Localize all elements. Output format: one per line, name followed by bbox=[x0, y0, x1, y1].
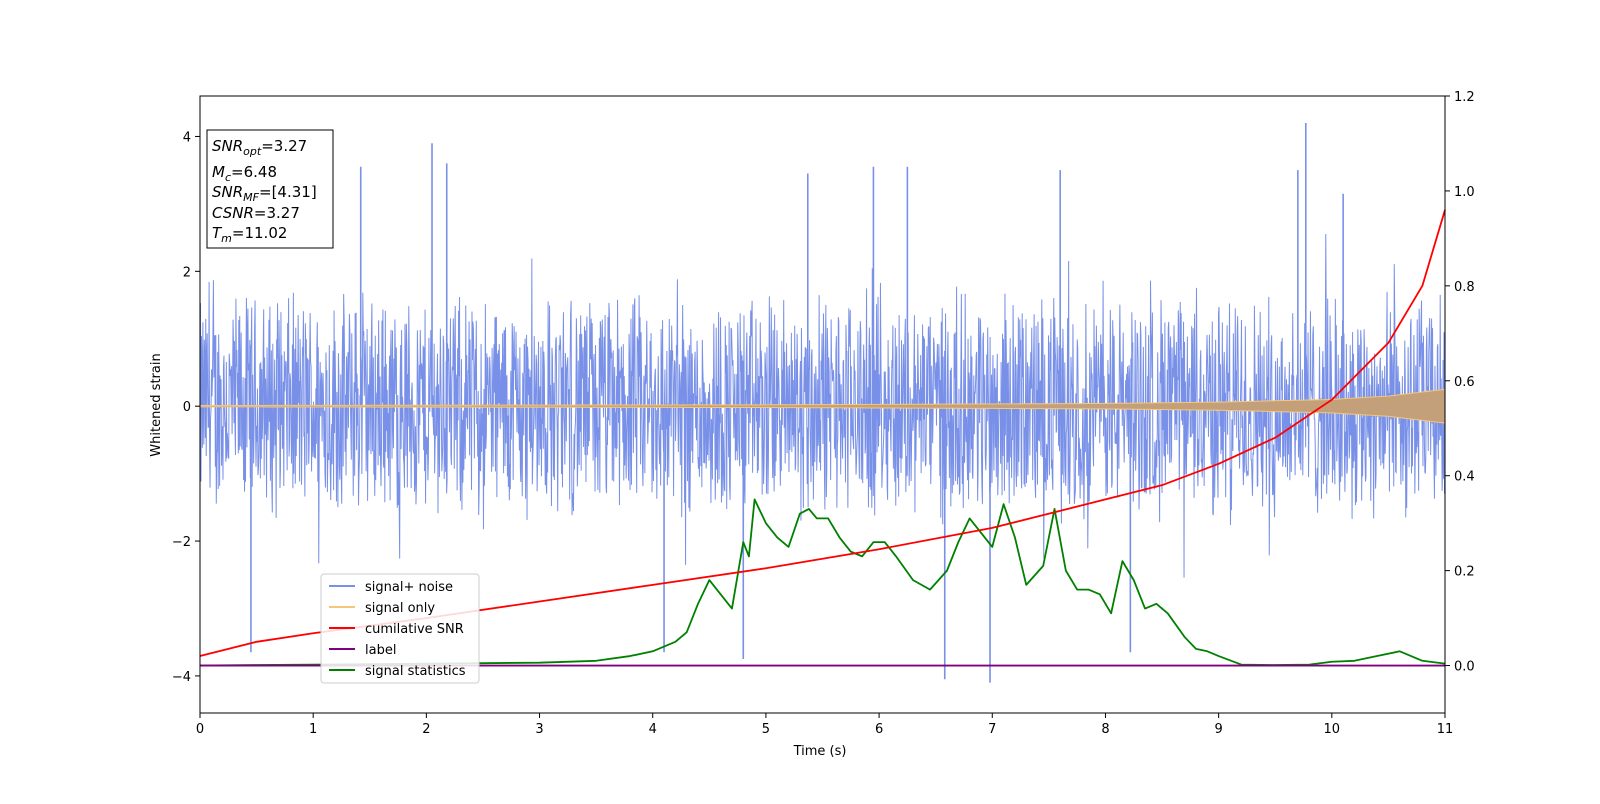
legend-label: signal+ noise bbox=[365, 580, 453, 595]
y-ticks: −4 −2 0 2 4 bbox=[172, 130, 200, 685]
x-tick-label: 7 bbox=[988, 722, 996, 737]
legend-label: signal statistics bbox=[365, 664, 466, 679]
series-signal-statistics bbox=[199, 498, 1446, 667]
y-tick-label: 4 bbox=[183, 130, 191, 145]
info-box-frame bbox=[206, 129, 334, 249]
legend-label: signal only bbox=[365, 601, 435, 616]
y2-tick-label: 0.4 bbox=[1454, 470, 1475, 485]
x-ticks: 0 1 2 3 4 5 6 7 8 9 10 11 bbox=[196, 713, 1453, 737]
y-tick-label: −2 bbox=[172, 535, 191, 550]
x-tick-label: 6 bbox=[875, 722, 883, 737]
x-tick-label: 10 bbox=[1324, 722, 1341, 737]
legend-label: label bbox=[365, 643, 396, 658]
signal-noise-layer bbox=[199, 122, 1446, 683]
legend-label: cumilative SNR bbox=[365, 622, 464, 637]
info-snr-mf: SNRMF=[4.31] bbox=[212, 183, 317, 204]
y2-tick-label: 1.2 bbox=[1454, 90, 1475, 105]
plot-frame bbox=[199, 95, 1446, 714]
x-tick-label: 9 bbox=[1214, 722, 1222, 737]
y2-tick-label: 1.0 bbox=[1454, 185, 1475, 200]
y2-tick-label: 0.8 bbox=[1454, 280, 1475, 295]
y2-tick-label: 0.2 bbox=[1454, 565, 1475, 580]
y2-tick-label: 0.6 bbox=[1454, 375, 1475, 390]
y-tick-label: 2 bbox=[183, 265, 191, 280]
y-axis-title: Whitened strain bbox=[149, 353, 164, 456]
info-box: SNRopt=3.27 Mc=6.48 SNRMF=[4.31] CSNR=3.… bbox=[206, 129, 334, 249]
y-tick-label: 0 bbox=[183, 400, 191, 415]
x-tick-label: 4 bbox=[649, 722, 657, 737]
x-tick-label: 11 bbox=[1437, 722, 1454, 737]
x-tick-label: 8 bbox=[1101, 722, 1109, 737]
info-snr-opt: SNRopt=3.27 bbox=[212, 137, 307, 158]
x-tick-label: 0 bbox=[196, 722, 204, 737]
y2-ticks: 0.0 0.2 0.4 0.6 0.8 1.0 1.2 bbox=[1445, 90, 1475, 675]
legend-frame bbox=[320, 573, 480, 684]
info-tm: Tm=11.02 bbox=[212, 224, 287, 245]
info-csnr: CSNR=3.27 bbox=[212, 204, 300, 222]
x-axis-title: Time (s) bbox=[793, 744, 847, 759]
x-tick-label: 2 bbox=[422, 722, 430, 737]
x-tick-label: 3 bbox=[535, 722, 543, 737]
info-mc: Mc=6.48 bbox=[212, 163, 277, 184]
x-tick-label: 5 bbox=[762, 722, 770, 737]
y-tick-label: −4 bbox=[172, 670, 191, 685]
series-signal-noise bbox=[199, 233, 1446, 578]
x-tick-label: 1 bbox=[309, 722, 317, 737]
legend: signal+ noise signal only cumilative SNR la… bbox=[320, 573, 480, 684]
y2-tick-label: 0.0 bbox=[1454, 660, 1475, 675]
